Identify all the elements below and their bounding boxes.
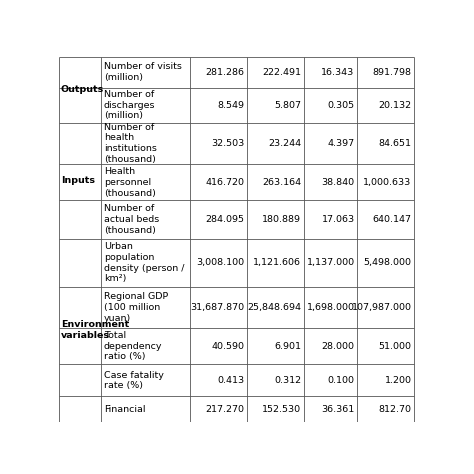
Text: 3,008.100: 3,008.100: [196, 258, 245, 267]
Text: Regional GDP
(100 million
yuan): Regional GDP (100 million yuan): [104, 292, 168, 323]
Text: 1,698.000: 1,698.000: [307, 303, 355, 312]
Text: 281.286: 281.286: [205, 68, 245, 77]
Text: 107,987.000: 107,987.000: [352, 303, 411, 312]
Text: 0.312: 0.312: [274, 376, 301, 385]
Text: 891.798: 891.798: [373, 68, 411, 77]
Text: Total
dependency
ratio (%): Total dependency ratio (%): [104, 331, 162, 362]
Text: Urban
population
density (person /
km²): Urban population density (person / km²): [104, 242, 184, 283]
Text: 1,121.606: 1,121.606: [253, 258, 301, 267]
Text: 0.305: 0.305: [328, 100, 355, 109]
Text: 640.147: 640.147: [373, 215, 411, 224]
Text: Health
personnel
(thousand): Health personnel (thousand): [104, 167, 155, 198]
Text: Number of
actual beds
(thousand): Number of actual beds (thousand): [104, 204, 159, 235]
Text: 40.590: 40.590: [211, 342, 245, 351]
Text: 1,000.633: 1,000.633: [363, 178, 411, 187]
Text: 4.397: 4.397: [328, 139, 355, 148]
Text: 28.000: 28.000: [321, 342, 355, 351]
Text: Financial: Financial: [104, 405, 145, 414]
Text: 6.901: 6.901: [274, 342, 301, 351]
Text: 36.361: 36.361: [321, 405, 355, 414]
Text: 284.095: 284.095: [205, 215, 245, 224]
Text: 5,498.000: 5,498.000: [364, 258, 411, 267]
Text: Inputs: Inputs: [61, 176, 95, 185]
Text: Environment
variables: Environment variables: [61, 320, 129, 340]
Text: 25,848.694: 25,848.694: [247, 303, 301, 312]
Text: 152.530: 152.530: [262, 405, 301, 414]
Text: 51.000: 51.000: [379, 342, 411, 351]
Text: 8.549: 8.549: [218, 100, 245, 109]
Text: 180.889: 180.889: [262, 215, 301, 224]
Text: 38.840: 38.840: [321, 178, 355, 187]
Text: 416.720: 416.720: [205, 178, 245, 187]
Text: 1,137.000: 1,137.000: [307, 258, 355, 267]
Text: Number of
discharges
(million): Number of discharges (million): [104, 90, 155, 120]
Text: 17.063: 17.063: [321, 215, 355, 224]
Text: 217.270: 217.270: [205, 405, 245, 414]
Text: Case fatality
rate (%): Case fatality rate (%): [104, 371, 164, 390]
Text: 84.651: 84.651: [379, 139, 411, 148]
Text: 1.200: 1.200: [384, 376, 411, 385]
Text: 0.100: 0.100: [328, 376, 355, 385]
Text: 5.807: 5.807: [274, 100, 301, 109]
Text: 20.132: 20.132: [378, 100, 411, 109]
Text: 263.164: 263.164: [262, 178, 301, 187]
Text: Number of
health
institutions
(thousand): Number of health institutions (thousand): [104, 123, 156, 164]
Text: 31,687.870: 31,687.870: [190, 303, 245, 312]
Text: 812.70: 812.70: [379, 405, 411, 414]
Text: 23.244: 23.244: [268, 139, 301, 148]
Text: 0.413: 0.413: [217, 376, 245, 385]
Text: Number of visits
(million): Number of visits (million): [104, 62, 182, 82]
Text: Outputs: Outputs: [61, 85, 104, 94]
Text: 222.491: 222.491: [262, 68, 301, 77]
Text: 32.503: 32.503: [211, 139, 245, 148]
Text: 16.343: 16.343: [321, 68, 355, 77]
